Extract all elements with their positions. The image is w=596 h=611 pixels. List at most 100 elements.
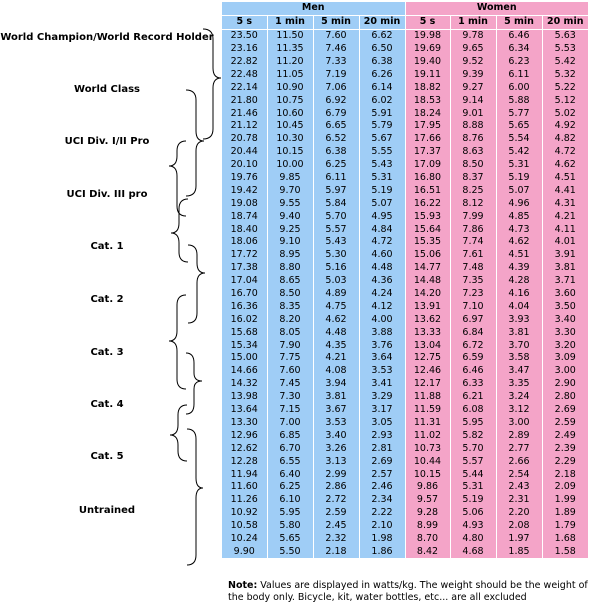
table-cell: 5.19 bbox=[449, 493, 496, 507]
table-cell: 3.64 bbox=[358, 352, 405, 365]
table-cell: 15.68 bbox=[222, 326, 267, 340]
table-cell: 5.79 bbox=[358, 120, 405, 133]
table-cell: 3.24 bbox=[495, 390, 542, 404]
table-cell: 2.45 bbox=[312, 519, 359, 533]
table-cell: 8.88 bbox=[449, 120, 496, 133]
table-cell: 3.94 bbox=[312, 377, 359, 391]
table-cell: 3.60 bbox=[541, 287, 588, 301]
table-cell: 9.14 bbox=[449, 94, 496, 108]
table-cell: 9.90 bbox=[222, 545, 267, 559]
table-cell: 9.78 bbox=[449, 29, 496, 43]
category-label: Cat. 2 bbox=[90, 294, 124, 305]
table-cell: 3.20 bbox=[541, 339, 588, 353]
table-cell: 8.70 bbox=[404, 532, 450, 546]
table-cell: 4.48 bbox=[358, 261, 405, 275]
table-row: 16.02 8.20 4.62 4.00 13.62 6.97 3.93 3.40 bbox=[222, 313, 588, 327]
table-cell: 6.92 bbox=[312, 94, 359, 108]
table-cell: 5.77 bbox=[495, 107, 542, 121]
table-cell: 3.00 bbox=[541, 364, 588, 378]
table-cell: 5.07 bbox=[495, 184, 542, 198]
table-cell: 9.28 bbox=[404, 506, 450, 520]
table-cell: 4.36 bbox=[358, 274, 405, 288]
table-cell: 6.11 bbox=[312, 171, 359, 185]
table-cell: 10.60 bbox=[266, 107, 313, 121]
table-cell: 4.89 bbox=[312, 287, 359, 301]
table-row: 21.12 10.45 6.65 5.79 17.95 8.88 5.65 4.92 bbox=[222, 120, 588, 133]
table-cell: 2.08 bbox=[495, 519, 542, 533]
table-cell: 5.54 bbox=[495, 132, 542, 146]
table-cell: 8.50 bbox=[266, 287, 313, 301]
table-cell: 6.33 bbox=[449, 377, 496, 391]
table-cell: 6.65 bbox=[312, 120, 359, 133]
table-cell: 4.08 bbox=[312, 364, 359, 378]
table-cell: 3.13 bbox=[312, 455, 359, 469]
table-cell: 7.19 bbox=[312, 68, 359, 82]
table-cell: 12.75 bbox=[404, 352, 450, 365]
table-cell: 1.97 bbox=[495, 532, 542, 546]
table-cell: 10.90 bbox=[266, 81, 313, 95]
table-row: 21.80 10.75 6.92 6.02 18.53 9.14 5.88 5.12 bbox=[222, 94, 588, 108]
table-row: 14.32 7.45 3.94 3.41 12.17 6.33 3.35 2.90 bbox=[222, 377, 588, 391]
table-cell: 17.09 bbox=[404, 158, 450, 172]
table-cell: 2.20 bbox=[495, 506, 542, 520]
table-cell: 2.43 bbox=[495, 480, 542, 494]
table-cell: 7.90 bbox=[266, 339, 313, 353]
table-cell: 4.48 bbox=[312, 326, 359, 340]
table-cell: 12.17 bbox=[404, 377, 450, 391]
table-cell: 3.81 bbox=[312, 390, 359, 404]
table-cell: 22.14 bbox=[222, 81, 267, 95]
table-cell: 5.07 bbox=[358, 197, 405, 211]
table-cell: 19.40 bbox=[404, 55, 450, 69]
brace bbox=[169, 404, 188, 462]
table-cell: 5.22 bbox=[541, 81, 588, 95]
table-cell: 1.99 bbox=[541, 493, 588, 507]
table-row: 14.66 7.60 4.08 3.53 12.46 6.46 3.47 3.00 bbox=[222, 364, 588, 378]
table-cell: 3.09 bbox=[541, 352, 588, 365]
table-cell: 5.06 bbox=[449, 506, 496, 520]
category-label: Cat. 4 bbox=[90, 399, 124, 410]
table-cell: 11.26 bbox=[222, 493, 267, 507]
table-cell: 11.59 bbox=[404, 403, 450, 417]
table-cell: 7.48 bbox=[449, 261, 496, 275]
note-text: Values are displayed in watts/kg. The we… bbox=[228, 580, 588, 603]
table-cell: 2.18 bbox=[312, 545, 359, 559]
table-cell: 4.62 bbox=[495, 236, 542, 249]
table-cell: 3.71 bbox=[541, 274, 588, 288]
table-cell: 11.88 bbox=[404, 390, 450, 404]
table-cell: 5.31 bbox=[495, 158, 542, 172]
brace bbox=[170, 198, 189, 263]
table-cell: 15.93 bbox=[404, 210, 450, 224]
column-header: 20 min bbox=[358, 15, 405, 30]
table-cell: 10.44 bbox=[404, 455, 450, 469]
bracket-lines bbox=[168, 28, 222, 566]
table-cell: 5.70 bbox=[312, 210, 359, 224]
table-cell: 2.34 bbox=[358, 493, 405, 507]
table-cell: 5.70 bbox=[449, 442, 496, 456]
table-cell: 8.25 bbox=[449, 184, 496, 198]
table-cell: 2.72 bbox=[312, 493, 359, 507]
table-cell: 21.12 bbox=[222, 120, 267, 133]
column-header: 5 min bbox=[312, 15, 359, 30]
table-cell: 11.60 bbox=[222, 480, 267, 494]
table-row: 13.30 7.00 3.53 3.05 11.31 5.95 3.00 2.59 bbox=[222, 416, 588, 430]
table-cell: 10.73 bbox=[404, 442, 450, 456]
table-cell: 5.91 bbox=[358, 107, 405, 121]
table-cell: 17.66 bbox=[404, 132, 450, 146]
table-cell: 4.62 bbox=[312, 313, 359, 327]
table-cell: 13.62 bbox=[404, 313, 450, 327]
table-cell: 2.57 bbox=[358, 468, 405, 481]
table-row: 20.10 10.00 6.25 5.43 17.09 8.50 5.31 4.62 bbox=[222, 158, 588, 172]
table-row: 22.82 11.20 7.33 6.38 19.40 9.52 6.23 5.42 bbox=[222, 55, 588, 69]
table-cell: 11.02 bbox=[404, 429, 450, 443]
table-cell: 4.04 bbox=[495, 300, 542, 314]
table-cell: 7.60 bbox=[312, 29, 359, 43]
table-cell: 8.50 bbox=[449, 158, 496, 172]
table-cell: 6.50 bbox=[358, 42, 405, 56]
table-row: 12.62 6.70 3.26 2.81 10.73 5.70 2.77 2.39 bbox=[222, 442, 588, 456]
table-cell: 4.51 bbox=[541, 171, 588, 185]
table-cell: 7.60 bbox=[266, 364, 313, 378]
table-cell: 11.05 bbox=[266, 68, 313, 82]
table-cell: 4.01 bbox=[541, 236, 588, 249]
table-cell: 19.76 bbox=[222, 171, 267, 185]
table-cell: 9.52 bbox=[449, 55, 496, 69]
